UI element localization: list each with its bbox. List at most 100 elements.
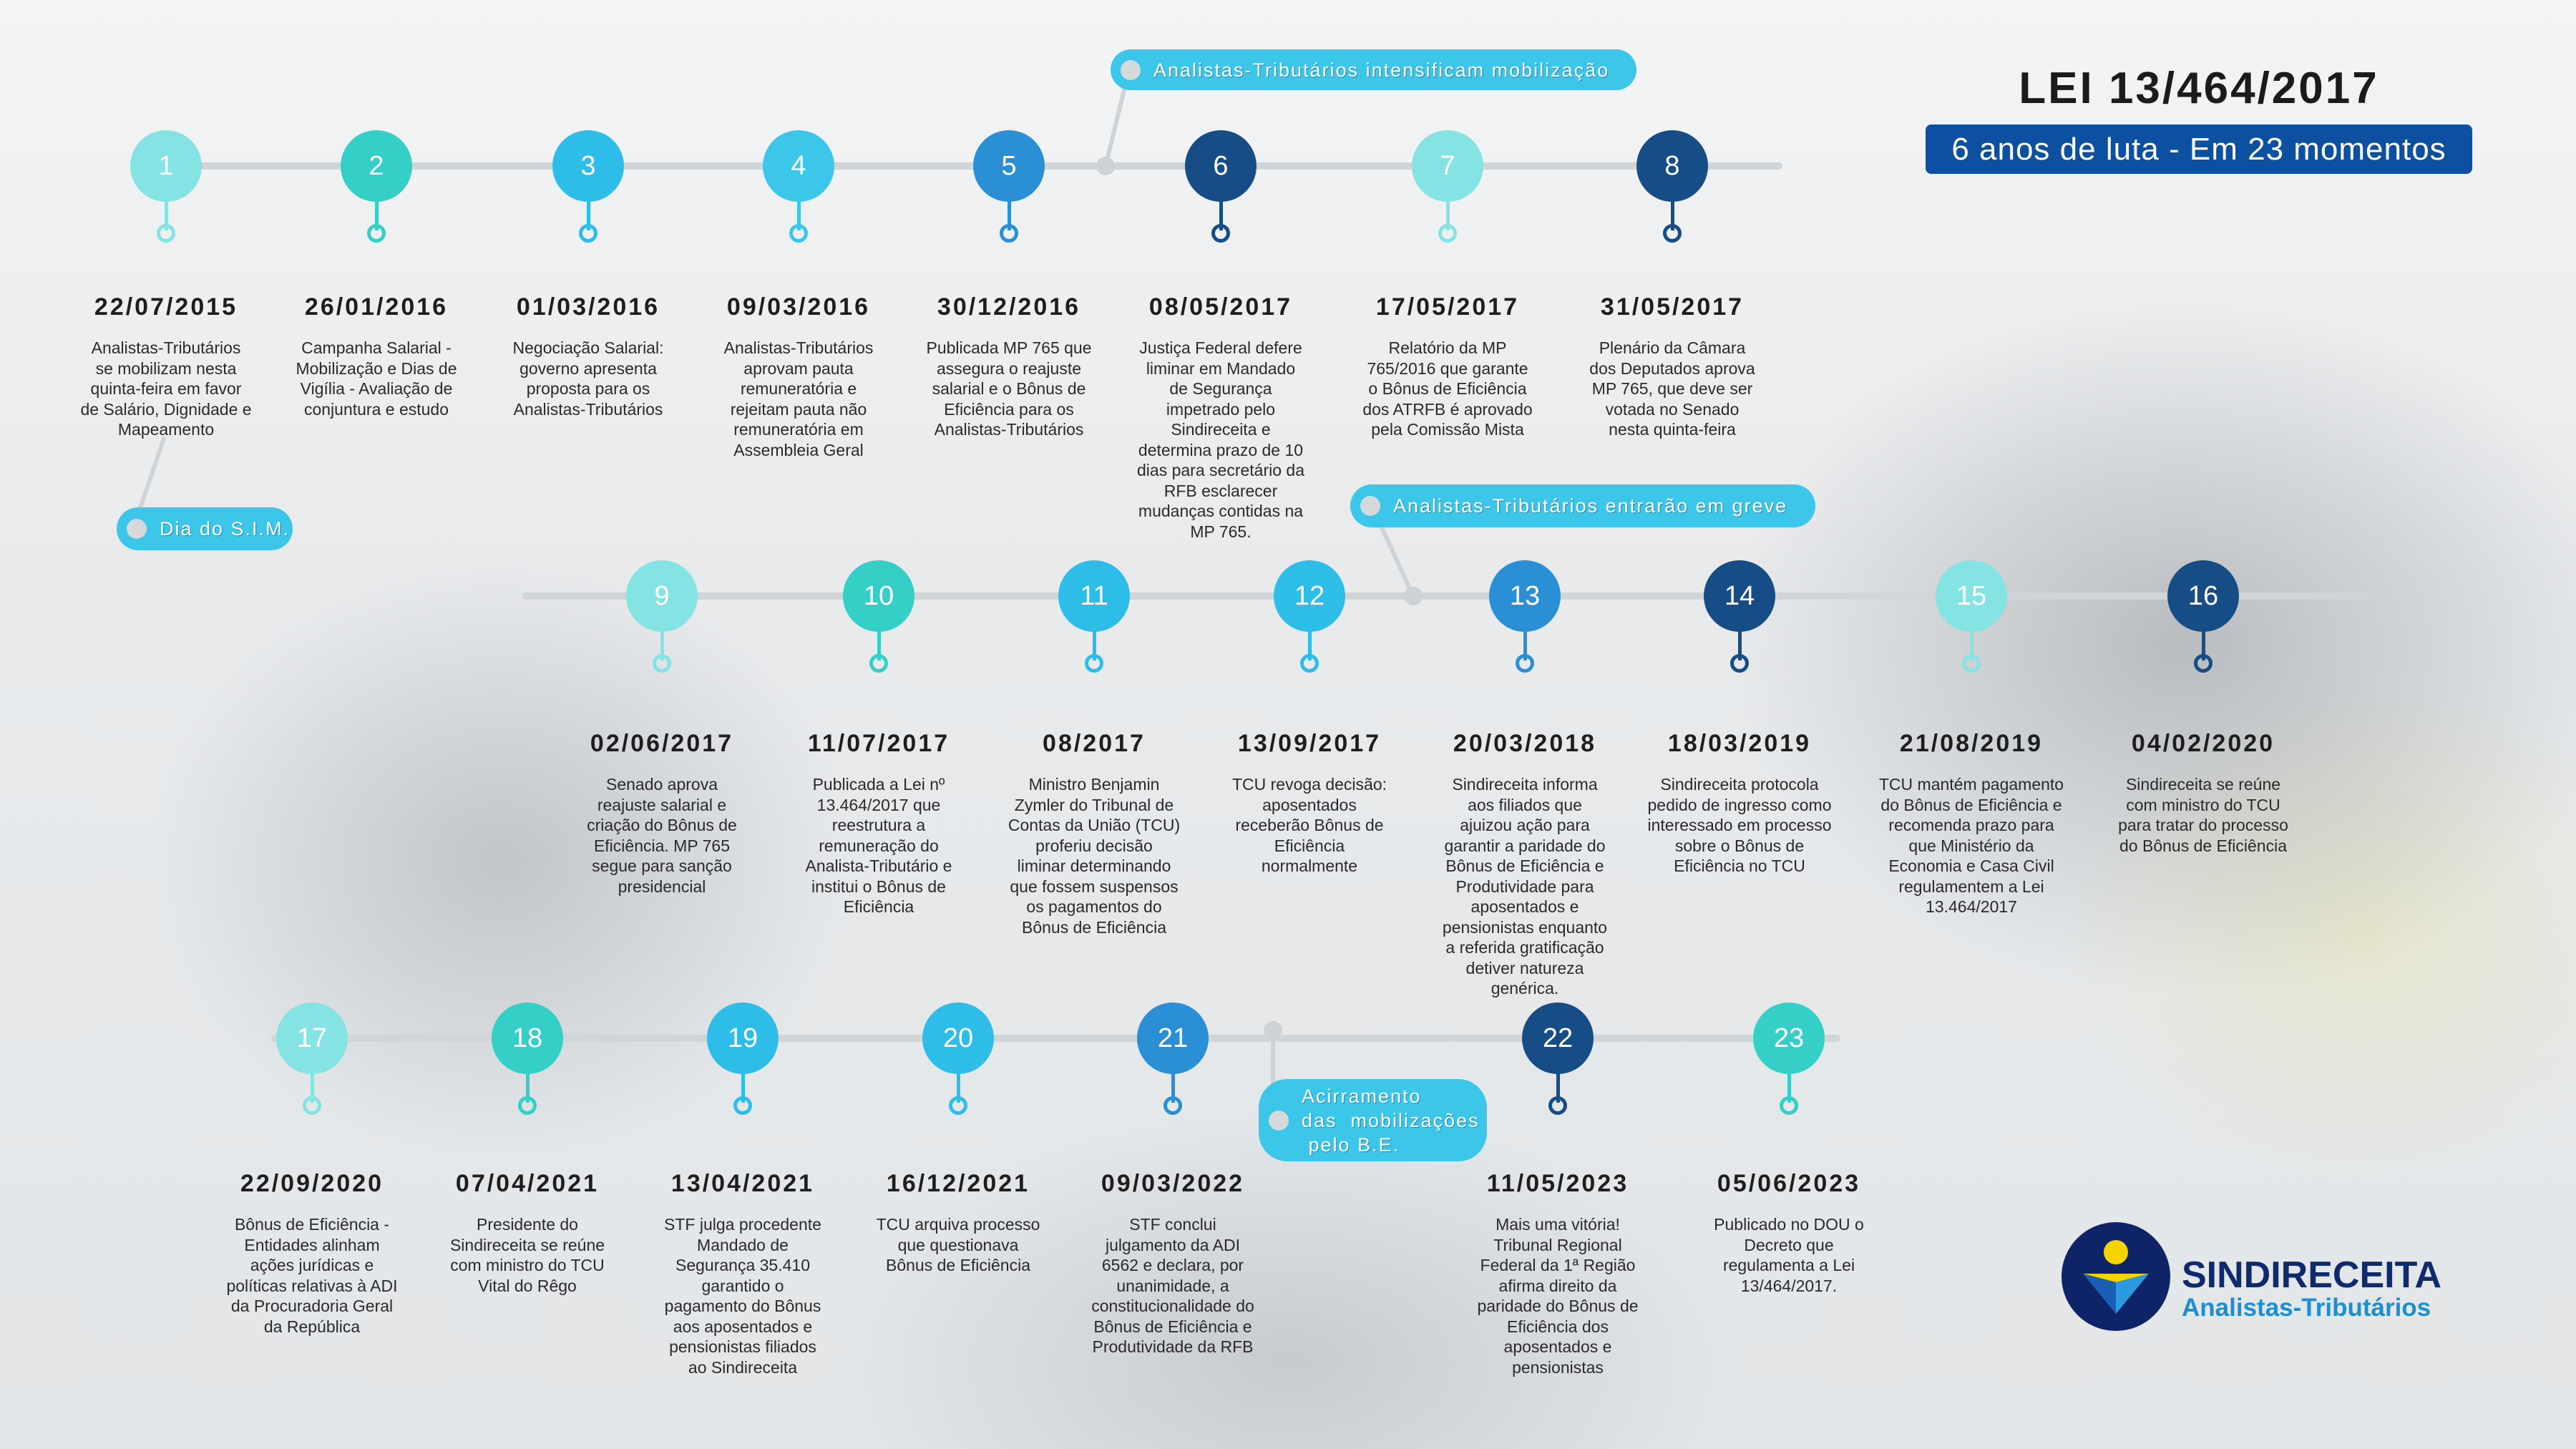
event-date: 13/09/2017 [1237,730,1382,757]
event-ring [1730,654,1749,673]
event-ring [1962,654,1981,673]
event-marker-12[interactable]: 12 [1274,560,1345,632]
event-ring [733,1096,752,1115]
event-marker-9[interactable]: 9 [626,560,698,632]
event-date: 01/03/2016 [516,293,660,321]
event-marker-3[interactable]: 3 [552,130,624,202]
event-description: STF conclui julgamento da ADI 6562 e dec… [1091,1215,1254,1356]
sindireceita-logo-icon [2062,1222,2170,1331]
event-date: 08/2017 [1043,730,1146,757]
event-description: Publicado no DOU o Decreto que regulamen… [1714,1215,1864,1295]
event-ring [1663,224,1682,243]
event-marker-13[interactable]: 13 [1489,560,1561,632]
event-description: Sindireceita informa aos filiados que aj… [1442,775,1608,997]
event-marker-22[interactable]: 22 [1522,1002,1594,1074]
event-date: 17/05/2017 [1375,293,1520,321]
event-date: 09/03/2016 [726,293,871,321]
event-marker-21[interactable]: 21 [1137,1002,1209,1074]
timeline-line [132,162,1782,170]
event-ring [157,224,175,243]
event-marker-15[interactable]: 15 [1936,560,2007,632]
event-description: Mais uma vitória! Tribunal Regional Fede… [1477,1215,1639,1377]
event-ring [1780,1096,1798,1115]
event-marker-7[interactable]: 7 [1412,130,1483,202]
event-description: Bônus de Eficiência - Entidades alinham … [226,1215,398,1336]
event-ring [869,654,888,673]
event-ring [1438,224,1457,243]
event-ring [1085,654,1103,673]
callout-dot-icon [1360,496,1380,516]
event-marker-19[interactable]: 19 [707,1002,779,1074]
event-marker-10[interactable]: 10 [843,560,914,632]
event-marker-5[interactable]: 5 [973,130,1045,202]
timeline-line [271,1035,1840,1042]
event-description: TCU arquiva processo que questionava Bôn… [876,1215,1040,1274]
event-description: Justiça Federal defere liminar em Mandad… [1137,338,1304,541]
event-marker-16[interactable]: 16 [2167,560,2239,632]
callout-pill: Analistas-Tributários entrarão em greve [1350,484,1815,527]
event-ring [949,1096,967,1115]
event-ring [789,224,808,243]
event-description: Sindireceita protocola pedido de ingress… [1647,775,1832,875]
event-date: 22/07/2015 [94,293,238,321]
event-ring [1211,224,1230,243]
event-marker-20[interactable]: 20 [922,1002,994,1074]
event-marker-4[interactable]: 4 [763,130,834,202]
event-description: Publicada a Lei nº 13.464/2017 que reest… [805,775,952,916]
event-description: Presidente do Sindireceita se reúne com … [449,1215,605,1295]
event-date: 02/06/2017 [590,730,734,757]
callout-pill: Analistas-Tributários intensificam mobil… [1111,49,1636,90]
event-date: 04/02/2020 [2131,730,2275,757]
event-description: Analistas-Tributários aprovam pauta remu… [723,338,874,459]
event-ring [1000,224,1018,243]
junction-dot [1404,587,1423,605]
event-description: Plenário da Câmara dos Deputados aprova … [1589,338,1755,439]
junction-dot [1096,157,1115,175]
event-ring [2194,654,2212,673]
event-description: Publicada MP 765 que assegura o reajuste… [926,338,1092,439]
event-description: Senado aprova reajuste salarial e criaçã… [587,775,737,896]
page-title: LEI 13/464/2017 [2019,64,2379,113]
event-ring [579,224,597,243]
event-ring [303,1096,321,1115]
event-marker-11[interactable]: 11 [1058,560,1130,632]
event-marker-2[interactable]: 2 [341,130,412,202]
event-description: TCU mantém pagamento do Bônus de Eficiên… [1878,775,2064,916]
event-ring [1163,1096,1182,1115]
logo-name: SINDIRECEITA [2182,1254,2442,1296]
event-marker-1[interactable]: 1 [130,130,202,202]
event-description: Sindireceita se reúne com ministro do TC… [2118,775,2288,855]
event-date: 31/05/2017 [1600,293,1745,321]
event-marker-14[interactable]: 14 [1704,560,1775,632]
event-marker-6[interactable]: 6 [1185,130,1257,202]
event-description: STF julga procedente Mandado de Seguranç… [664,1215,821,1377]
event-marker-17[interactable]: 17 [276,1002,348,1074]
event-description: Campanha Salarial - Mobilização e Dias d… [296,338,457,419]
event-ring [518,1096,537,1115]
event-marker-18[interactable]: 18 [492,1002,563,1074]
event-ring [1516,654,1534,673]
event-date: 20/03/2018 [1453,730,1597,757]
event-ring [1548,1096,1567,1115]
callout-text: Analistas-Tributários intensificam mobil… [1153,59,1610,81]
timeline-line [522,592,2369,600]
callout-dot-icon [1121,59,1141,80]
event-date: 26/01/2016 [304,293,449,321]
page-subtitle: 6 anos de luta - Em 23 momentos [1926,125,2472,174]
event-date: 30/12/2016 [937,293,1081,321]
event-date: 21/08/2019 [1899,730,2044,757]
callout-pill: Acirramento das mobilizações pelo B.E. [1259,1079,1487,1161]
logo-tagline: Analistas-Tributários [2182,1294,2431,1322]
event-date: 05/06/2023 [1717,1170,1861,1197]
event-date: 09/03/2022 [1101,1170,1245,1197]
event-description: Ministro Benjamin Zymler do Tribunal de … [1008,775,1181,937]
event-date: 22/09/2020 [240,1170,384,1197]
event-marker-23[interactable]: 23 [1753,1002,1825,1074]
event-description: TCU revoga decisão: aposentados receberã… [1231,775,1387,875]
event-date: 08/05/2017 [1148,293,1293,321]
callout-text: Analistas-Tributários entrarão em greve [1393,495,1788,517]
event-marker-8[interactable]: 8 [1636,130,1708,202]
callout-text: Acirramento das mobilizações pelo B.E. [1302,1085,1480,1156]
event-date: 11/05/2023 [1486,1170,1629,1197]
callout-pill: Dia do S.I.M. [117,507,293,550]
